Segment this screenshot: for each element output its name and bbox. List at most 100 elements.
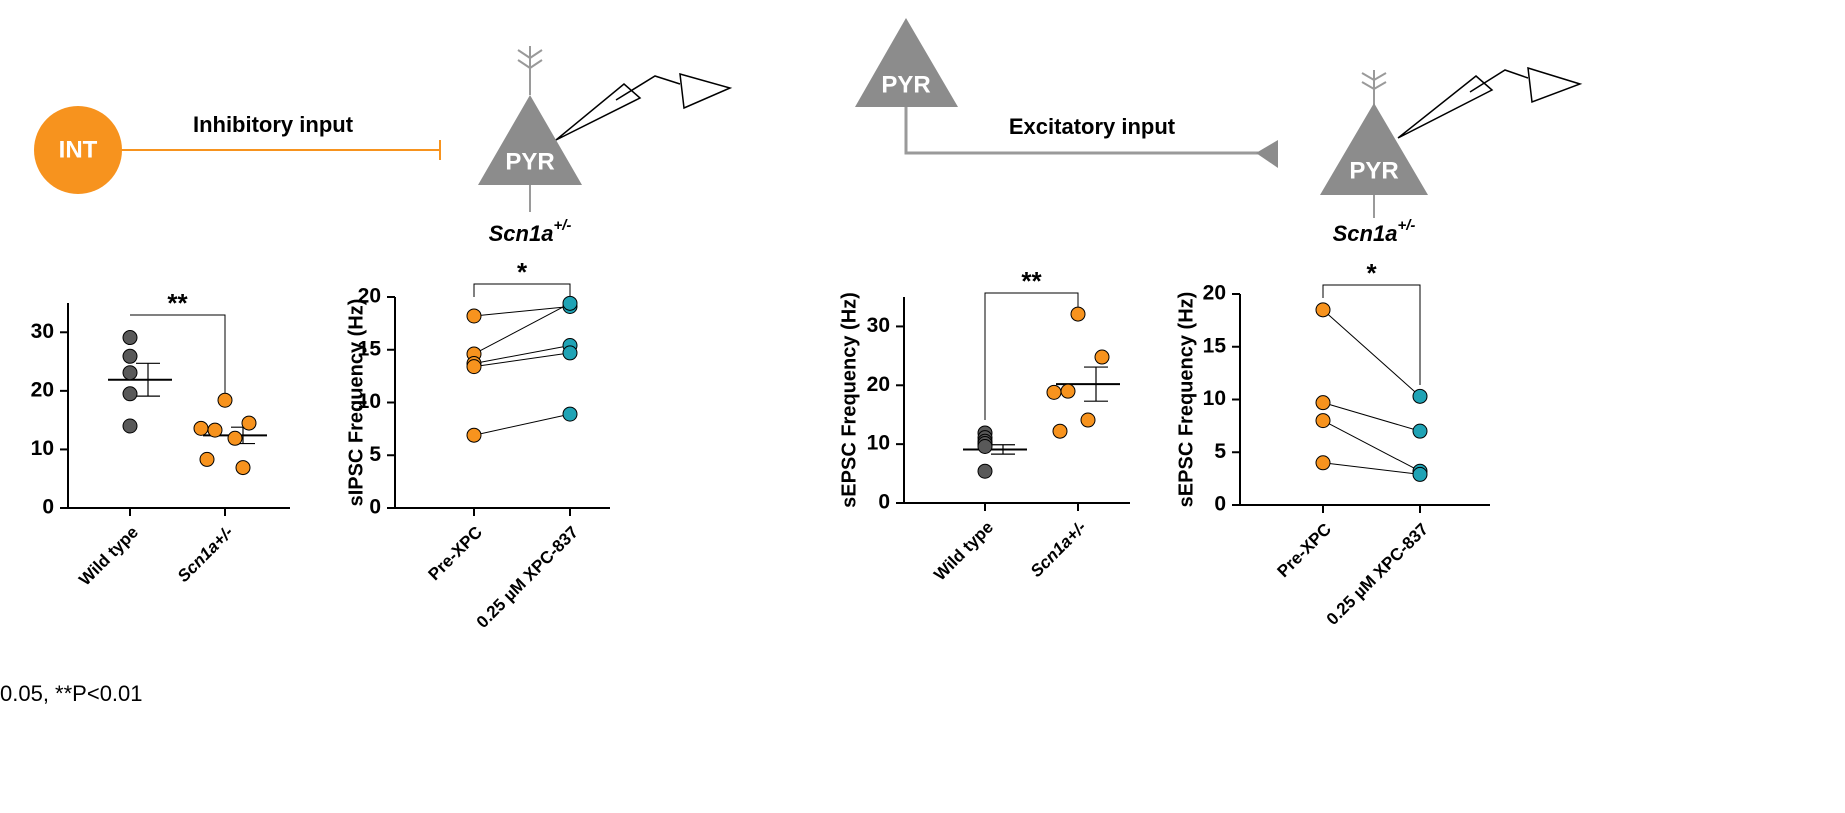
data-point	[1070, 306, 1086, 322]
interneuron-label: INT	[59, 136, 98, 163]
data-point	[1315, 302, 1331, 318]
data-point	[217, 392, 233, 408]
y-tick-label: 0	[1214, 493, 1226, 516]
data-point	[1080, 412, 1096, 428]
y-tick-label: 30	[867, 314, 890, 337]
pair-line	[1322, 402, 1421, 432]
pyramidal-label: PYR	[881, 71, 930, 98]
y-tick-label: 20	[31, 378, 54, 401]
x-tick-label: Wild type	[930, 518, 997, 585]
y-tick-label: 20	[867, 373, 890, 396]
genotype-name: Scn1a	[1333, 221, 1398, 246]
pair-line	[473, 302, 571, 355]
data-point	[1315, 455, 1331, 471]
electrode	[555, 72, 733, 141]
y-tick-label: 20	[358, 285, 381, 308]
electrode	[1397, 66, 1583, 139]
synapse	[1256, 140, 1278, 168]
y-tick-label: 15	[358, 337, 382, 360]
significance-bracket	[130, 314, 226, 395]
pyramidal-cell	[855, 18, 958, 107]
y-tick-label: 5	[1214, 440, 1226, 463]
data-point	[199, 451, 215, 467]
data-point	[466, 359, 482, 375]
genotype-label: Scn1a+/-	[1333, 217, 1416, 246]
y-tick-label: 20	[1203, 282, 1226, 305]
y-tick-label: 10	[358, 390, 381, 413]
pyramidal-cell	[478, 95, 582, 185]
data-point	[562, 345, 578, 361]
data-point	[207, 422, 223, 438]
y-axis-label: sEPSC Frequency (Hz)	[838, 292, 860, 508]
significance-label: **	[167, 288, 188, 318]
pair-line	[473, 345, 571, 364]
data-point	[1412, 388, 1428, 404]
pyramidal-label: PYR	[1349, 157, 1398, 184]
x-tick-label: 0.25 µM XPC-837	[1323, 520, 1432, 629]
genotype-superscript: +/-	[1397, 217, 1415, 234]
data-point	[466, 427, 482, 443]
data-point	[1315, 395, 1331, 411]
pyramidal-cell	[1320, 103, 1428, 195]
pair-line	[1322, 420, 1421, 472]
y-tick-label: 0	[878, 491, 890, 514]
significance-bracket	[984, 292, 1079, 420]
data-point	[1412, 423, 1428, 439]
connection-label: Excitatory input	[1009, 114, 1176, 139]
significance-bracket	[473, 283, 571, 297]
y-tick-label: 10	[867, 432, 890, 455]
data-point	[193, 420, 209, 436]
interneuron	[34, 106, 122, 194]
footnote: 0.05, **P<0.01	[0, 681, 143, 706]
y-axis-label: sIPSC Frequency (Hz)	[345, 299, 367, 507]
data-point	[1315, 413, 1331, 429]
y-tick-label: 30	[31, 320, 54, 343]
data-point	[1094, 349, 1110, 365]
data-point	[562, 406, 578, 422]
data-point	[466, 308, 482, 324]
data-point	[1060, 383, 1076, 399]
pair-line	[473, 352, 571, 368]
significance-label: **	[1021, 266, 1042, 296]
dendrites	[1361, 70, 1387, 218]
data-point	[977, 463, 993, 479]
pair-line	[1322, 309, 1421, 397]
data-point	[241, 415, 257, 431]
excitatory-connection	[904, 107, 1262, 155]
y-tick-label: 10	[1203, 387, 1226, 410]
data-point	[122, 348, 138, 364]
dendrites	[517, 46, 543, 212]
y-tick-label: 15	[1203, 334, 1227, 357]
genotype-label: Scn1a+/-	[489, 217, 572, 246]
data-point	[122, 330, 138, 346]
data-point	[122, 418, 138, 434]
significance-label: *	[517, 257, 528, 287]
pair-line	[473, 413, 571, 436]
x-tick-label: 0.25 µM XPC-837	[473, 523, 582, 632]
x-tick-label: Wild type	[75, 523, 142, 590]
y-tick-label: 0	[369, 496, 381, 519]
data-point	[122, 365, 138, 381]
significance-bracket	[1322, 284, 1421, 385]
data-point	[122, 386, 138, 402]
significance-label: *	[1366, 258, 1377, 288]
pair-line	[473, 305, 571, 317]
y-tick-label: 10	[31, 437, 54, 460]
data-point	[235, 460, 251, 476]
data-point	[1046, 384, 1062, 400]
y-tick-label: 0	[42, 496, 54, 519]
x-tick-label: Scn1a+/-	[174, 522, 237, 585]
y-axis-label: sEPSC Frequency (Hz)	[1175, 292, 1197, 508]
data-point	[977, 438, 993, 454]
connection-label: Inhibitory input	[193, 112, 354, 137]
genotype-superscript: +/-	[553, 217, 571, 234]
pyramidal-label: PYR	[505, 148, 554, 175]
data-point	[1052, 423, 1068, 439]
pair-line	[1322, 462, 1421, 475]
data-point	[227, 430, 243, 446]
data-point	[562, 295, 578, 311]
genotype-name: Scn1a	[489, 221, 554, 246]
x-tick-label: Scn1a+/-	[1027, 517, 1090, 580]
